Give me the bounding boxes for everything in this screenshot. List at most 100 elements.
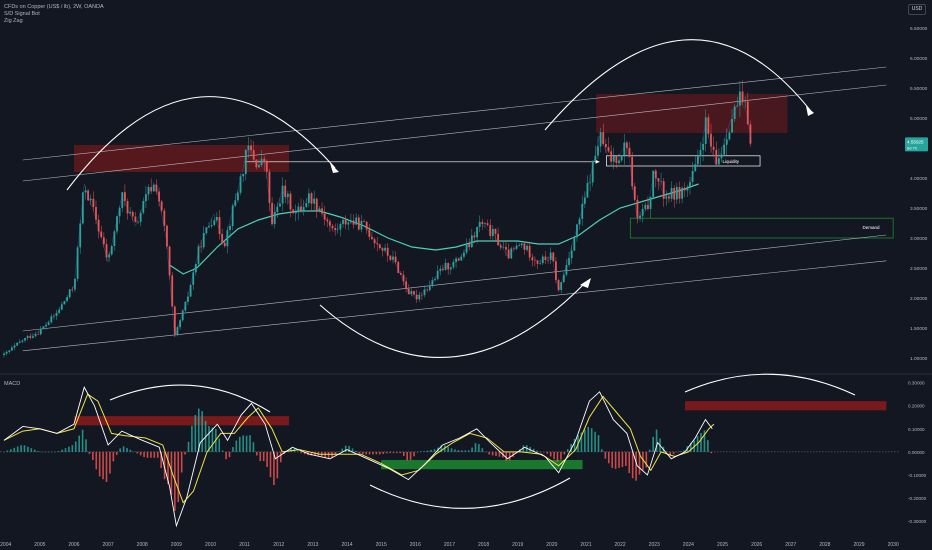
candle-body	[457, 258, 460, 261]
macd-histogram-bar	[710, 451, 713, 454]
candle	[47, 320, 50, 326]
macd-histogram-bar	[399, 451, 402, 454]
macd-histogram-bar	[618, 451, 620, 468]
candle-body	[100, 231, 103, 238]
macd-histogram-bar	[187, 441, 190, 452]
macd-histogram-bar	[495, 451, 497, 457]
arc-bottom-2017-arrowhead	[580, 278, 591, 288]
candle-body	[292, 209, 295, 214]
candle-body	[271, 202, 273, 225]
candle	[92, 191, 95, 212]
candle	[612, 147, 615, 170]
candle-body	[470, 235, 473, 248]
time-axis-tick: 2009	[171, 542, 182, 548]
candle	[394, 251, 397, 265]
candle	[134, 211, 137, 223]
candle-body	[58, 309, 61, 313]
candle-body	[389, 255, 392, 260]
candle-body	[741, 91, 744, 103]
candle	[599, 127, 602, 153]
candle	[45, 321, 47, 330]
candle	[131, 210, 134, 222]
candle-body	[95, 206, 97, 220]
candle	[428, 280, 431, 292]
candle-body	[166, 225, 168, 247]
candle-body	[139, 212, 142, 222]
time-axis-tick: 2007	[103, 542, 114, 548]
candle	[29, 333, 32, 340]
candle-body	[21, 340, 24, 342]
candle	[95, 200, 97, 225]
macd-pane-title[interactable]: MACD	[4, 381, 21, 387]
candle	[707, 113, 710, 138]
macd-histogram-bar	[20, 445, 22, 452]
macd-histogram-bar	[331, 451, 333, 458]
candle	[573, 236, 576, 252]
indicator-zig-zag[interactable]: Zig Zag	[4, 18, 23, 24]
candle	[731, 108, 733, 134]
candle-body	[723, 144, 726, 155]
macd-histogram-bar	[208, 426, 210, 452]
candle	[702, 136, 705, 162]
candle-body	[155, 184, 158, 192]
macd-histogram-bar	[426, 450, 429, 452]
candle-body	[258, 165, 260, 168]
macd-histogram-bar	[262, 451, 265, 462]
time-axis-tick: 2014	[341, 542, 352, 548]
time-axis-tick: 2028	[819, 542, 830, 548]
candle-body	[562, 274, 565, 283]
candle	[576, 223, 578, 242]
candle-body	[591, 160, 594, 183]
candle-body	[339, 223, 342, 230]
candle-body	[250, 145, 252, 151]
candle-body	[623, 142, 626, 156]
candle	[439, 265, 442, 276]
price-axis-tick: 5.00000	[910, 116, 928, 122]
macd-histogram-bar	[139, 451, 142, 456]
macd-histogram-bar	[358, 451, 361, 454]
macd-histogram-bar	[341, 448, 344, 452]
candle-body	[662, 181, 665, 199]
macd-histogram-bar	[324, 451, 326, 458]
symbol-title[interactable]: CFDs on Copper (US$ / lb), 2W, OANDA	[4, 4, 104, 10]
candle	[279, 197, 281, 207]
macd-signal-line	[3, 393, 715, 504]
macd-histogram-bar	[112, 451, 115, 462]
time-axis-tick: 2025	[717, 542, 728, 548]
candle-body	[589, 182, 592, 184]
candle-body	[573, 237, 576, 251]
candle-body	[194, 263, 197, 273]
candle-body	[373, 239, 376, 244]
price-axis-tick: 6.00000	[910, 56, 928, 62]
candle	[457, 257, 460, 262]
candle-body	[24, 338, 26, 341]
candle	[510, 246, 513, 260]
candle-body	[234, 200, 237, 206]
candle-body	[60, 304, 63, 310]
candle-body	[34, 334, 37, 337]
candle-body	[32, 336, 34, 338]
candle-body	[118, 207, 121, 217]
candle-body	[179, 320, 181, 328]
macd-histogram-bar	[607, 451, 610, 464]
candle	[3, 351, 5, 358]
candle	[420, 292, 423, 301]
macd-histogram-bar	[122, 446, 125, 452]
candle-body	[607, 147, 610, 152]
candle	[591, 160, 594, 187]
macd-histogram-bar	[508, 451, 511, 461]
macd-histogram-bar	[365, 451, 367, 455]
currency-button[interactable]: USD	[908, 4, 926, 15]
macd-histogram-bar	[461, 450, 463, 452]
indicator-sd-signal-bot[interactable]: S/D Signal Bot	[4, 11, 40, 17]
candle	[473, 231, 476, 244]
candle	[292, 209, 295, 215]
macd-histogram-bar	[430, 449, 432, 452]
candle-body	[405, 281, 408, 290]
macd-supply-zone-2011	[73, 416, 290, 426]
candle-body	[678, 187, 681, 199]
time-axis-tick: 2010	[205, 542, 216, 548]
candle	[520, 242, 523, 249]
candle	[215, 212, 218, 222]
